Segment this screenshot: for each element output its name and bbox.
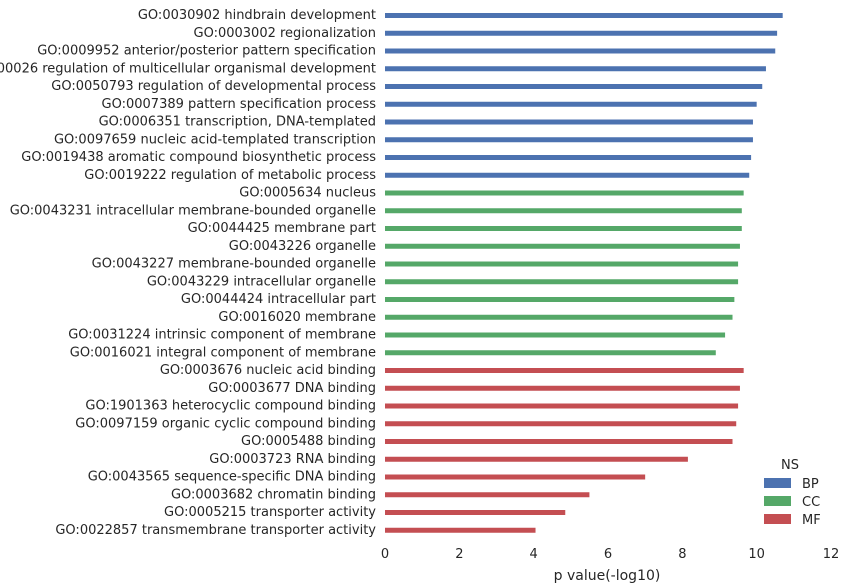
bars-layer [385, 13, 783, 533]
legend-title: NS [781, 458, 799, 473]
bar-mf [385, 421, 737, 427]
legend-entries: BP CC MF [764, 477, 821, 528]
bar-mf [385, 368, 744, 373]
legend-swatch-mf [764, 514, 791, 524]
bar-bp [385, 30, 778, 36]
category-label: GO:0022857 transmembrane transporter act… [55, 523, 376, 538]
bar-cc [385, 226, 742, 231]
category-label: GO:0031224 intrinsic component of membra… [68, 328, 376, 343]
category-label: GO:0005215 transporter activity [164, 505, 376, 520]
bar-bp [385, 66, 766, 72]
bar-bp [385, 172, 750, 178]
category-label: GO:0043565 sequence-specific DNA binding [88, 470, 376, 485]
category-label: GO:0016021 integral component of membran… [70, 345, 376, 360]
bar-bp [385, 119, 753, 125]
category-label: GO:0005634 nucleus [239, 186, 376, 201]
bar-mf [385, 456, 688, 462]
category-label: GO:0003682 chromatin binding [171, 487, 376, 502]
category-label: GO:0043229 intracellular organelle [147, 274, 376, 289]
x-tick-label: 4 [530, 547, 538, 562]
category-label: GO:0009952 anterior/posterior pattern sp… [37, 44, 376, 59]
legend: NS BP CC MF [764, 458, 821, 528]
category-label: GO:0019222 regulation of metabolic proce… [84, 168, 376, 183]
x-tick-label: 2 [455, 547, 463, 562]
bar-mf [385, 385, 740, 391]
legend-label: BP [802, 477, 819, 492]
legend-label: MF [802, 513, 821, 528]
category-label: GO:1901363 heterocyclic compound binding [85, 399, 376, 414]
bar-bp [385, 84, 763, 89]
x-tick-label: 8 [678, 547, 686, 562]
bar-cc [385, 350, 716, 356]
x-axis: 0 2 4 6 8 10 12 [381, 547, 839, 562]
category-label: GO:0006351 transcription, DNA-templated [99, 115, 376, 130]
category-labels: GO:0030902 hindbrain development GO:00030… [0, 8, 376, 538]
bar-bp [385, 137, 753, 143]
category-label: GO:0097159 organic cyclic compound bindi… [75, 416, 376, 431]
bar-cc [385, 314, 733, 320]
legend-swatch-bp [764, 478, 791, 488]
category-label: GO:0003002 regionalization [194, 26, 376, 41]
bar-cc [385, 297, 735, 302]
bar-bp [385, 13, 783, 18]
category-label: GO:0016020 membrane [218, 310, 376, 325]
category-label: GO:2000026 regulation of multicellular o… [0, 61, 376, 76]
bar-cc [385, 332, 726, 338]
bar-cc [385, 208, 742, 214]
category-label: GO:0043227 membrane-bounded organelle [92, 257, 376, 272]
category-label: GO:0005488 binding [241, 434, 376, 449]
x-tick-label: 6 [604, 547, 612, 562]
category-label: GO:0007389 pattern specification process [102, 97, 377, 112]
category-label: GO:0030902 hindbrain development [138, 8, 376, 23]
bar-mf [385, 510, 566, 515]
bar-mf [385, 474, 646, 480]
bar-cc [385, 190, 744, 196]
bar-bp [385, 48, 776, 54]
category-label: GO:0003676 nucleic acid binding [160, 363, 376, 378]
x-tick-label: 12 [823, 547, 840, 562]
legend-label: CC [802, 495, 820, 510]
x-tick-label: 10 [748, 547, 765, 562]
bar-cc [385, 261, 739, 267]
bar-cc [385, 279, 739, 285]
category-label: GO:0044425 membrane part [188, 221, 376, 236]
category-label: GO:0050793 regulation of developmental p… [51, 79, 376, 94]
x-tick-label: 0 [381, 547, 389, 562]
legend-swatch-cc [764, 496, 791, 506]
bar-mf [385, 403, 739, 409]
bar-bp [385, 101, 757, 107]
category-label: GO:0003677 DNA binding [208, 381, 376, 396]
bar-mf [385, 527, 536, 533]
category-label: GO:0043226 organelle [229, 239, 376, 254]
x-axis-label: p value(-log10) [554, 568, 661, 584]
bar-bp [385, 155, 752, 160]
category-label: GO:0019438 aromatic compound biosyntheti… [21, 150, 376, 165]
category-label: GO:0044424 intracellular part [181, 292, 376, 307]
category-label: GO:0097659 nucleic acid-templated transc… [54, 132, 376, 147]
bar-cc [385, 243, 740, 249]
category-label: GO:0043231 intracellular membrane-bounde… [10, 203, 376, 218]
bar-mf [385, 492, 590, 498]
bar-mf [385, 439, 733, 444]
category-label: GO:0003723 RNA binding [209, 452, 376, 467]
